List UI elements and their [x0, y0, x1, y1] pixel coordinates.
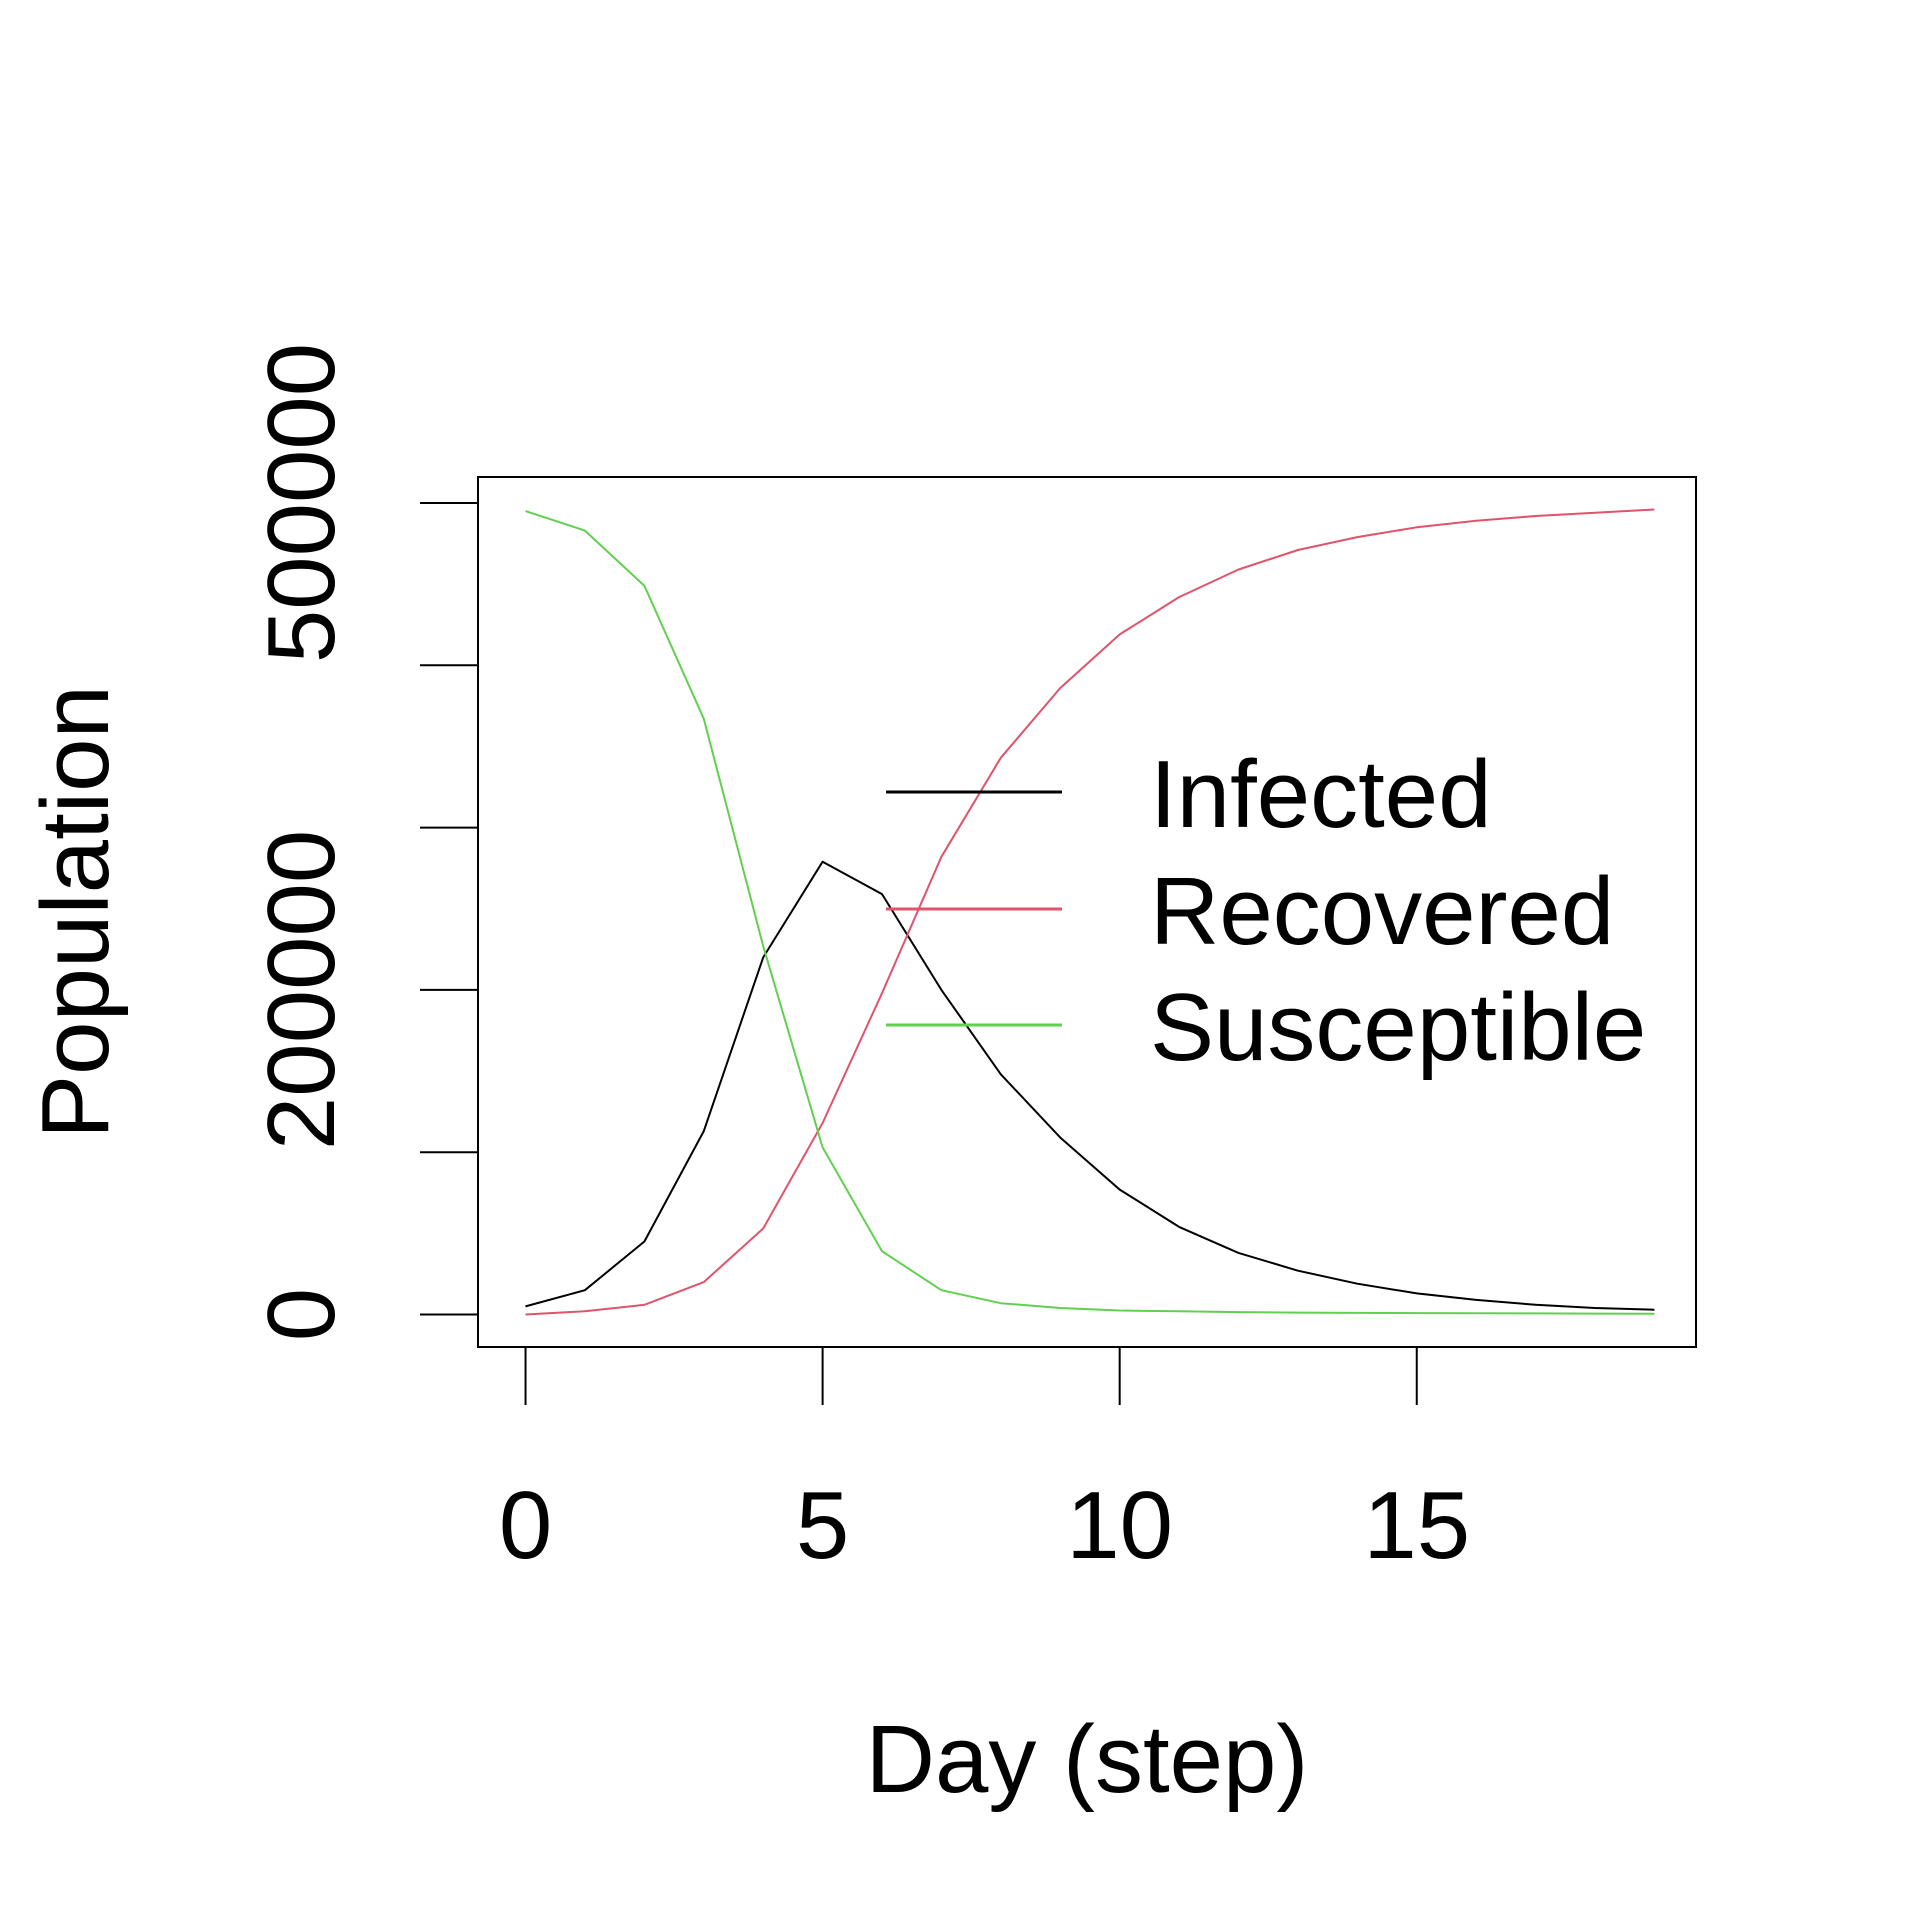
legend-label-susceptible: Susceptible [1150, 974, 1646, 1081]
series-line-infected [525, 860, 1655, 1311]
x-axis: 0 5 10 15 [499, 1346, 1470, 1579]
series-line-recovered [525, 508, 1655, 1316]
x-tick-label-3: 15 [1363, 1472, 1470, 1579]
y-tick-label-0: 0 [248, 1288, 355, 1341]
y-tick-label-2: 200000 [248, 830, 355, 1150]
y-axis-title: Population [22, 685, 129, 1139]
x-tick-label-1: 5 [796, 1472, 849, 1579]
y-axis: 0 200000 500000 [248, 343, 479, 1341]
legend-label-recovered: Recovered [1150, 858, 1614, 965]
series-layer [525, 508, 1655, 1316]
legend-label-infected: Infected [1150, 741, 1492, 848]
series-line-susceptible [525, 510, 1655, 1315]
x-tick-label-0: 0 [499, 1472, 552, 1579]
x-axis-title: Day (step) [866, 1706, 1309, 1813]
x-tick-label-2: 10 [1066, 1472, 1173, 1579]
y-tick-label-5: 500000 [248, 343, 355, 663]
